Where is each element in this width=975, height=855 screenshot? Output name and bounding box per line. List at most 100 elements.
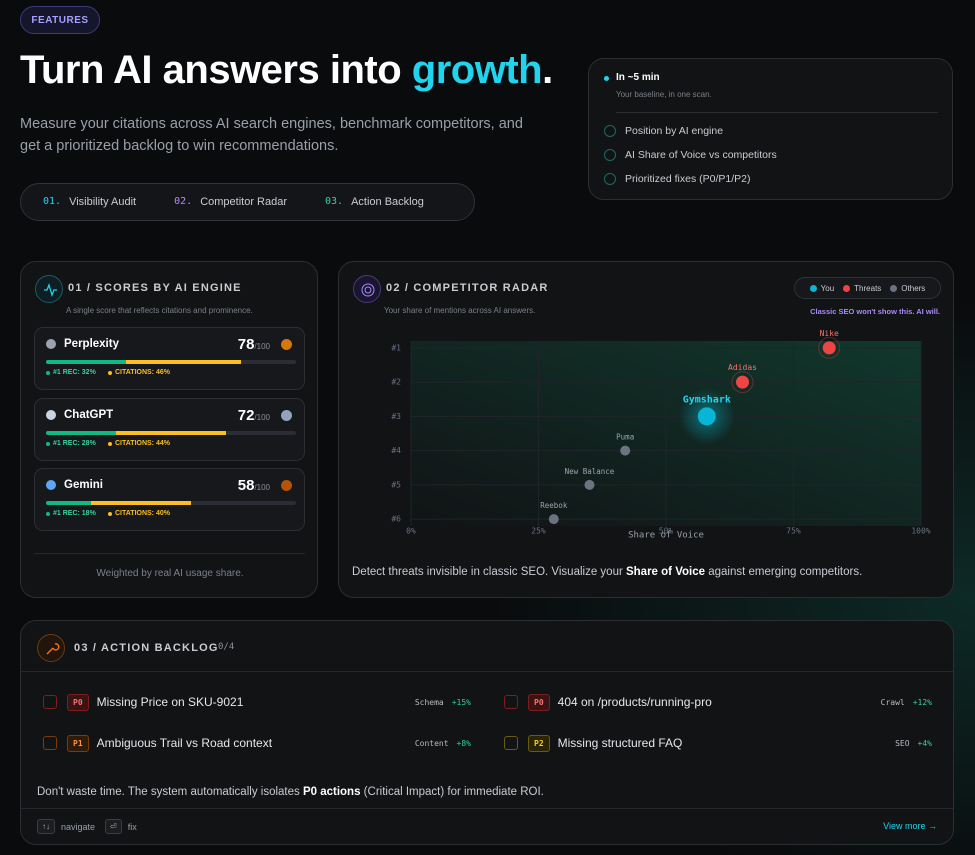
y-tick-label: #3 xyxy=(391,412,401,421)
score-max: /100 xyxy=(254,413,270,422)
priority: P0 xyxy=(528,693,550,711)
engine-card: ChatGPT 72/100 #1 REC: 28% CITATIONS: 44% xyxy=(34,398,305,461)
y-tick-label: #1 xyxy=(391,343,401,352)
engine-icon xyxy=(46,410,56,420)
check-text: Prioritized fixes (P0/P1/P2) xyxy=(625,173,751,185)
scan-card: In ~5 min Your baseline, in one scan. Po… xyxy=(588,58,953,200)
backlog-item[interactable]: P0 404 on /products/running-pro Crawl +12% xyxy=(504,689,932,715)
tab-label: Visibility Audit xyxy=(69,196,137,208)
scores-footer: Weighted by real AI usage share. xyxy=(96,568,244,579)
citations-bar xyxy=(91,501,191,505)
footer-text: Detect threats invisible in classic SEO.… xyxy=(352,566,626,578)
item-tag: Content xyxy=(414,738,449,748)
radar-card: 02 / COMPETITOR RADAR Your share of ment… xyxy=(338,261,954,598)
footer-text: against emerging competitors. xyxy=(705,566,863,578)
engine-card: Gemini 58/100 #1 REC: 18% CITATIONS: 40% xyxy=(34,468,305,531)
x-tick-label: 75% xyxy=(786,527,801,536)
score-value: 78 xyxy=(237,336,255,353)
tab-label: Competitor Radar xyxy=(200,196,288,208)
item-icon xyxy=(43,736,57,750)
item-title: 404 on /products/running-pro xyxy=(557,695,712,709)
score-max: /100 xyxy=(254,483,270,492)
legend-label: Threats xyxy=(854,283,882,293)
scores-card: 01 / SCORES BY AI ENGINE A single score … xyxy=(20,261,318,598)
citations-legend: CITATIONS: 44% xyxy=(108,440,170,447)
title-text: . xyxy=(542,48,553,92)
rec-label: #1 REC: 18% xyxy=(53,510,96,517)
point-label: Adidas xyxy=(728,363,757,372)
rec-bar xyxy=(46,501,91,505)
tab-number: 01. xyxy=(43,196,62,207)
divider xyxy=(616,112,938,113)
backlog-card: 03 / ACTION BACKLOG 0/4 Don't waste time… xyxy=(20,620,954,845)
backlog-item[interactable]: P1 Ambiguous Trail vs Road context Content… xyxy=(43,730,471,756)
shortcuts: ↑↓ navigate ⏎ fix xyxy=(37,819,147,834)
point xyxy=(548,514,559,525)
point xyxy=(822,341,836,355)
engine-icon xyxy=(46,339,56,349)
legend-item: Threats xyxy=(843,284,881,293)
legend-swatch xyxy=(890,284,898,292)
divider xyxy=(21,671,953,672)
tabs: 01. Visibility Audit 02. Competitor Radar 03… xyxy=(20,183,475,221)
rec-bar xyxy=(46,360,126,364)
badge: FEATURES xyxy=(20,6,100,34)
item-tag: Schema xyxy=(414,697,444,707)
medal xyxy=(281,410,292,421)
item-icon xyxy=(504,695,518,709)
tab[interactable]: 03. Action Backlog xyxy=(325,196,424,208)
scores-title: 01 / SCORES BY AI ENGINE xyxy=(68,282,242,294)
tab-number: 03. xyxy=(325,196,344,207)
tab[interactable]: 02. Competitor Radar xyxy=(174,196,287,208)
priority: P2 xyxy=(528,734,550,752)
citations-label: CITATIONS: 44% xyxy=(115,440,170,447)
view-more[interactable]: View more → xyxy=(883,821,937,831)
x-tick-label: 25% xyxy=(531,527,546,536)
citations-legend: CITATIONS: 46% xyxy=(108,369,170,376)
medal xyxy=(281,339,292,350)
rec-legend: #1 REC: 18% xyxy=(46,510,96,517)
citations-label: CITATIONS: 46% xyxy=(115,369,170,376)
y-tick-label: #4 xyxy=(391,446,401,455)
status-dot xyxy=(604,76,609,81)
rec-legend: #1 REC: 28% xyxy=(46,440,96,447)
check-icon xyxy=(604,149,616,161)
hero-subtitle: Measure your citations across AI search … xyxy=(20,116,523,154)
item-icon xyxy=(504,736,518,750)
divider xyxy=(21,808,953,809)
backlog-title: 03 / ACTION BACKLOG xyxy=(74,642,219,654)
item-tag: Crawl xyxy=(880,697,905,707)
point xyxy=(736,375,749,389)
legend: You Threats Others xyxy=(794,277,941,299)
tab[interactable]: 01. Visibility Audit xyxy=(43,196,136,208)
rec-bar xyxy=(46,431,116,435)
priority: P0 xyxy=(67,693,89,711)
score-max: /100 xyxy=(254,342,270,351)
legend-label: Others xyxy=(901,283,926,293)
y-tick-label: #6 xyxy=(391,515,401,524)
score: 58/100 xyxy=(238,477,270,495)
rec-legend: #1 REC: 32% xyxy=(46,369,96,376)
y-tick-label: #5 xyxy=(391,480,401,489)
backlog-item[interactable]: P2 Missing structured FAQ SEO +4% xyxy=(504,730,932,756)
scores-subtitle: A single score that reflects citations a… xyxy=(66,306,253,315)
score-value: 72 xyxy=(237,407,255,424)
radar-footer: Detect threats invisible in classic SEO.… xyxy=(352,566,862,578)
rec-dot xyxy=(46,370,50,375)
point-label: Gymshark xyxy=(683,394,731,405)
engine-card: Perplexity 78/100 #1 REC: 32% CITATIONS: 46… xyxy=(34,327,305,390)
radar-subtitle: Your share of mentions across AI answers… xyxy=(384,306,536,315)
engine-icon xyxy=(46,480,56,490)
backlog-item[interactable]: P0 Missing Price on SKU-9021 Schema +15% xyxy=(43,689,471,715)
legend-item: Others xyxy=(890,284,925,293)
note-bold: P0 actions xyxy=(302,786,361,798)
ring xyxy=(818,336,841,359)
score-track xyxy=(46,431,296,435)
score: 72/100 xyxy=(238,407,270,425)
note-text: Don't waste time. The system automatical… xyxy=(37,786,303,798)
title-highlight: growth xyxy=(411,48,543,92)
score: 78/100 xyxy=(238,336,270,354)
point-label: Reebok xyxy=(540,501,568,510)
title-text: Turn AI answers into xyxy=(20,48,412,92)
engine-name: Gemini xyxy=(64,479,103,491)
